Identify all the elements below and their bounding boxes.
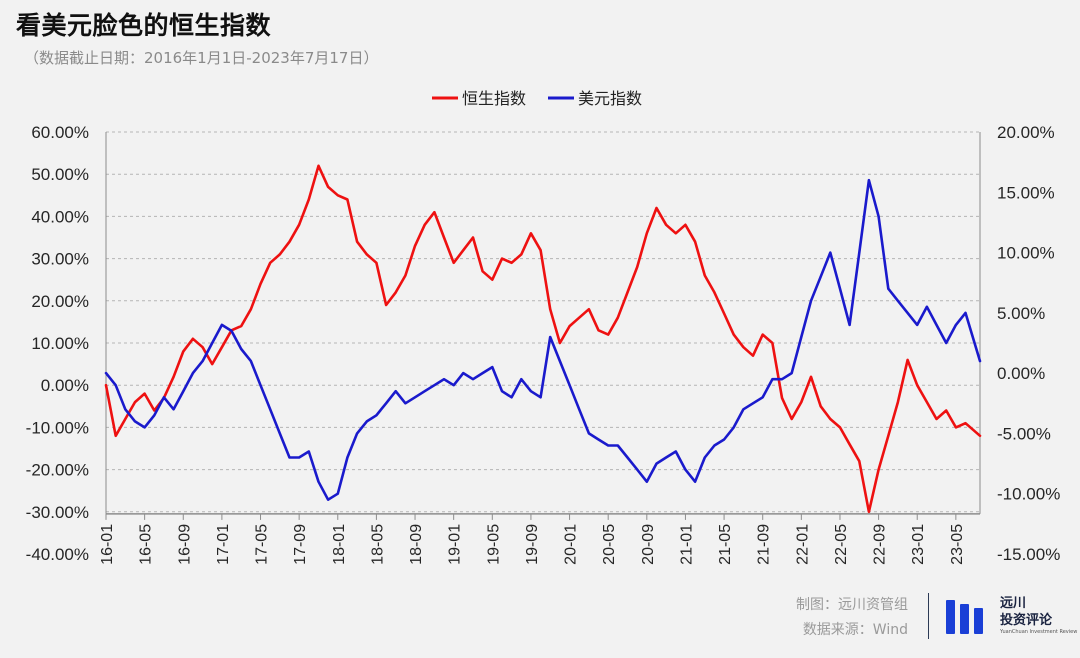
brand-name-line2: 投资评论 [1000,613,1053,628]
legend-label: 恒生指数 [462,89,526,108]
x-tick-label: 16-05 [138,524,155,565]
y-left-tick-label: 60.00% [31,123,89,142]
x-tick-label: 21-05 [717,524,734,565]
line-chart: 60.00% 50.00% 40.00% 30.00% 20.00% 10.00% 0.00… [26,89,1061,565]
y-left-tick-label: -30.00% [26,503,89,522]
x-tick-label: 23-01 [910,524,927,565]
y-left-tick-label: 30.00% [31,250,89,269]
legend-label: 美元指数 [578,89,642,108]
y-left-tick-label: 0.00% [41,376,89,395]
y-right-tick-label: -15.00% [997,545,1060,564]
x-tick-label: 22-09 [872,524,889,565]
x-tick-label: 19-09 [524,524,541,565]
y-left-tick-label: 40.00% [31,207,89,226]
x-tick-label: 21-01 [678,524,695,565]
chart-maker-note: 制图：远川资管组 [796,597,908,613]
dxy-series-line [104,178,982,502]
x-tick-label: 17-09 [292,524,309,565]
x-tick-label: 17-01 [215,524,232,565]
x-tick-label: 20-09 [640,524,657,565]
x-tick-label: 22-01 [794,524,811,565]
y-right-tick-label: 15.00% [997,183,1055,202]
y-left-tick-label: -40.00% [26,545,89,564]
brand-logo-text: 远川 投资评论 YuanChuan Investment Review [1000,596,1077,636]
hsi-series-line [104,164,982,514]
y-left-tick-label: 20.00% [31,292,89,311]
y-left-tick-label: 50.00% [31,165,89,184]
y-right-tick-label: -10.00% [997,485,1060,504]
data-source-note: 数据来源：Wind [802,622,908,638]
x-tick-label: 20-05 [601,524,618,565]
logo-divider [928,593,929,639]
x-tick-label: 23-05 [949,524,966,565]
x-tick-label: 18-09 [408,524,425,565]
x-tick-label: 19-05 [485,524,502,565]
brand-name-line1: 远川 [1000,596,1027,611]
y-right-tick-label: 0.00% [997,364,1045,383]
x-tick-label: 17-05 [254,524,271,565]
y-right-tick-label: 10.00% [997,244,1055,263]
x-tick-label: 20-01 [563,524,580,565]
y-right-tick-label: 5.00% [997,304,1045,323]
x-tick-label: 16-01 [99,524,116,565]
brand-name-english: YuanChuan Investment Review [1000,629,1078,635]
chart-title: 看美元脸色的恒生指数 [16,11,272,40]
brand-logo-icon [946,600,983,634]
x-tick-label: 21-09 [756,524,773,565]
y-left-tick-label: -10.00% [26,418,89,437]
y-right-tick-label: -5.00% [997,424,1051,443]
y-left-tick-label: 10.00% [31,334,89,353]
x-tick-label: 22-05 [833,524,850,565]
chart-subtitle: （数据截止日期：2016年1月1日-2023年7月17日） [24,49,379,67]
y-left-tick-label: -20.00% [26,461,89,480]
x-tick-label: 18-01 [331,524,348,565]
y-right-tick-label: 20.00% [997,123,1055,142]
x-tick-label: 16-09 [176,524,193,565]
x-tick-label: 19-01 [447,524,464,565]
x-tick-label: 18-05 [369,524,386,565]
